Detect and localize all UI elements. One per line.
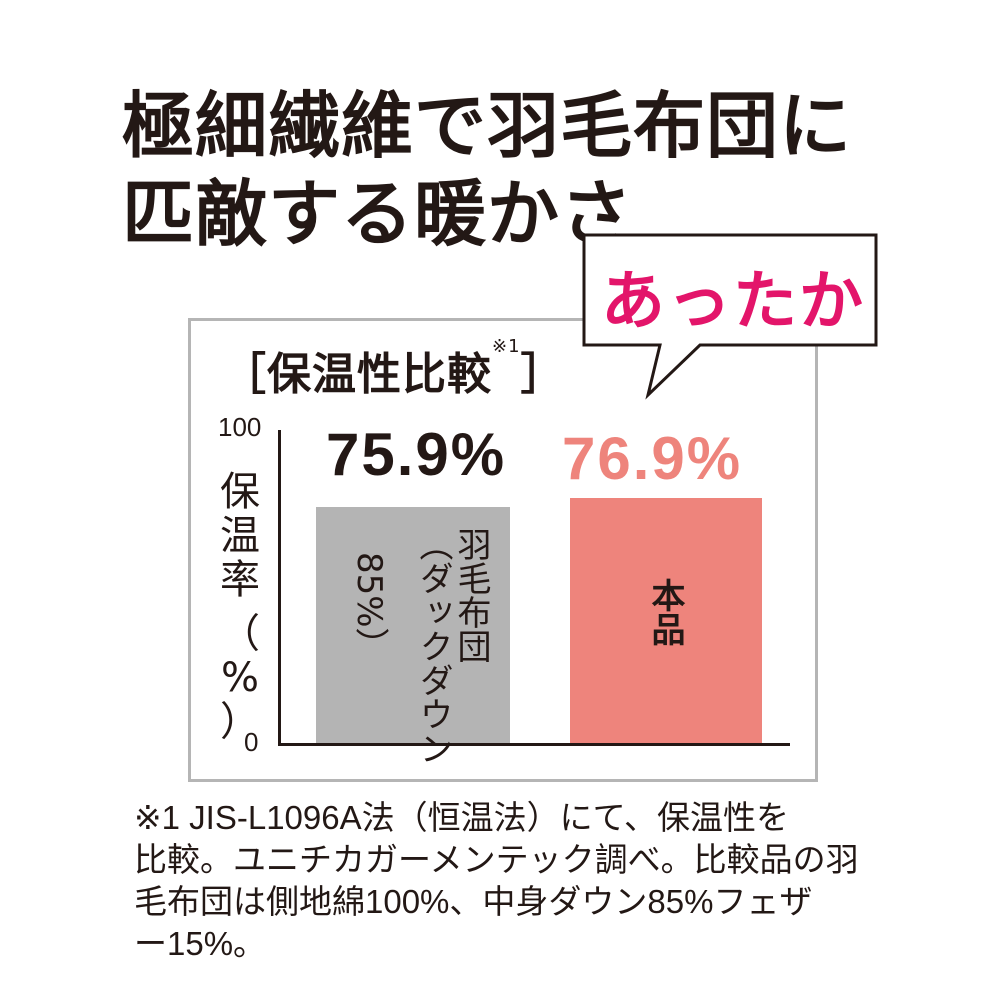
- chart-title-text: ［保温性比較: [222, 349, 492, 400]
- headline-line-1: 極細繊維で羽毛布団に: [122, 84, 853, 168]
- chart-title-close: ］: [520, 349, 566, 400]
- y-label-char: 率: [220, 557, 260, 603]
- footnote-marker: ※1: [492, 336, 521, 357]
- bar-value-down-comforter: 75.9%: [326, 421, 507, 488]
- y-label-char: 保: [220, 469, 260, 515]
- footnote-line: ※1 JIS-L1096A法（恒温法）にて、保温性を: [134, 799, 789, 836]
- headline-line-2: 匹敵する暖かさ: [122, 172, 634, 256]
- headline: 極細繊維で羽毛布団に 匹敵する暖かさ: [122, 82, 852, 258]
- bar-label-down-line-1: 羽毛布団: [451, 527, 491, 663]
- bar-label-down-line-2: （ダックダウン: [413, 527, 453, 765]
- y-label-char: （: [220, 611, 260, 657]
- chart-title: ［保温性比較※1］: [222, 336, 566, 402]
- y-axis: [278, 430, 281, 746]
- y-label-char: 温: [220, 513, 260, 559]
- bar-label-down-line-3: 85%）: [349, 552, 389, 662]
- y-tick-max: 100: [218, 412, 262, 442]
- bar-label-product: 本品: [645, 578, 685, 646]
- x-axis: [278, 743, 790, 746]
- footnote-line: 毛布団は側地綿100%、中身ダウン85%フェザ: [134, 883, 813, 920]
- bar-down-comforter: [316, 507, 510, 744]
- y-tick-min: 0: [244, 727, 259, 757]
- speech-bubble-text: あったか: [601, 265, 865, 339]
- footnote-line: 比較。ユニチカガーメンテック調べ。比較品の羽: [134, 841, 859, 878]
- bar-product: [570, 498, 762, 744]
- y-label-char: %: [220, 655, 259, 701]
- footnote: ※1 JIS-L1096A法（恒温法）にて、保温性を 比較。ユニチカガーメンテッ…: [134, 797, 874, 965]
- footnote-line: ー15%。: [134, 925, 267, 962]
- y-axis-label: 保 温 率 （ % ）: [218, 470, 262, 744]
- y-label-char: ）: [220, 699, 260, 745]
- bar-value-product: 76.9%: [562, 425, 743, 492]
